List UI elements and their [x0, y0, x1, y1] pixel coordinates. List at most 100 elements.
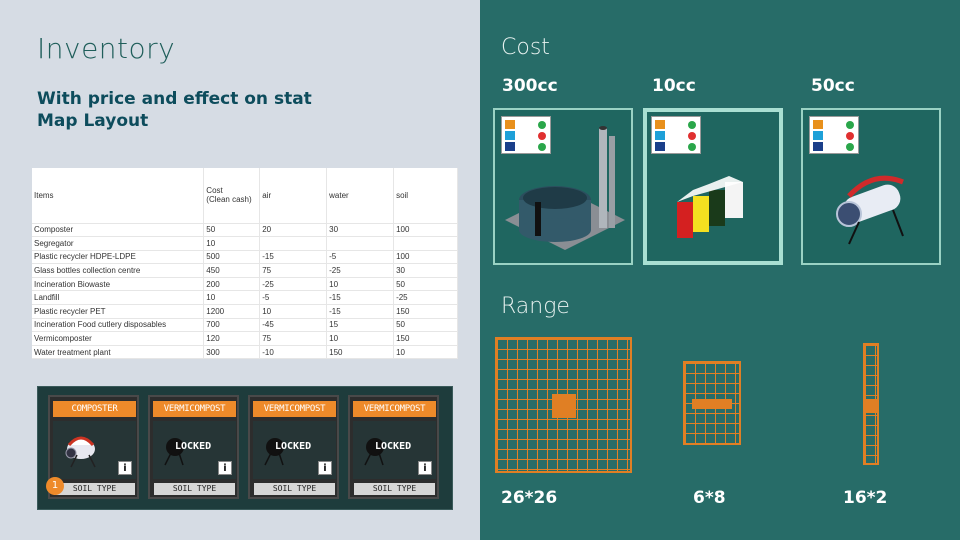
table-row: Glass bottles collection centre 450 75 -25 3…: [32, 263, 458, 278]
card-footer: SOIL TYPE: [54, 483, 135, 495]
inventory-title: Inventory: [37, 32, 176, 65]
card-vermicompost-3[interactable]: VERMICOMPOST LOCKED i SOIL TYPE: [348, 395, 439, 499]
stat-square: [813, 131, 823, 140]
locked-item-icon: [164, 438, 184, 466]
card-title: VERMICOMPOST: [353, 401, 436, 417]
inventory-subtitle: With price and effect on stat Map Layout: [37, 88, 312, 132]
table-cell: -10: [259, 345, 328, 360]
table-cell: [259, 236, 328, 251]
table-cell: [326, 236, 395, 251]
table-cell: 75: [259, 263, 328, 278]
range-label: 6*8: [693, 488, 726, 508]
range-label: 26*26: [501, 488, 558, 508]
table-cell: -25: [259, 277, 328, 292]
table-row: Plastic recycler HDPE-LDPE 500 -15 -5 100: [32, 250, 458, 265]
range-core: [692, 399, 732, 409]
table-row: Vermicomposter 120 75 10 150: [32, 331, 458, 346]
locked-label: LOCKED: [275, 441, 312, 452]
item-segregator[interactable]: [643, 108, 783, 265]
stat-dot: [846, 132, 854, 140]
stat-legend: [651, 116, 701, 154]
cost-title: Cost: [501, 35, 550, 60]
stat-square: [655, 142, 665, 151]
table-cell: Incineration Biowaste: [32, 277, 205, 292]
card-strip: COMPOSTER i SOIL TYPE 1 VERMICOMPOST: [37, 386, 453, 510]
stat-square: [655, 131, 665, 140]
stat-square: [813, 142, 823, 151]
table-cell: 10: [326, 277, 395, 292]
stat-dot: [538, 143, 546, 151]
right-panel: Cost 300cc 10cc 50cc: [480, 0, 960, 540]
info-button[interactable]: i: [218, 461, 232, 475]
card-footer: SOIL TYPE: [354, 483, 435, 495]
locked-item-icon: [264, 438, 284, 466]
header-items: Items: [32, 168, 205, 224]
table-cell: 300: [203, 345, 261, 360]
table-cell: [393, 236, 458, 251]
table-cell: -15: [326, 290, 395, 306]
card-footer: SOIL TYPE: [254, 483, 335, 495]
table-cell: 150: [326, 345, 395, 360]
table-cell: -5: [326, 250, 395, 265]
table-row: Plastic recycler PET 1200 10 -15 150: [32, 304, 458, 319]
card-composter[interactable]: COMPOSTER i SOIL TYPE 1: [46, 395, 139, 499]
card-body: LOCKED i: [153, 421, 236, 479]
card-footer: SOIL TYPE: [154, 483, 235, 495]
table-cell: 500: [203, 250, 261, 265]
table-cell: Glass bottles collection centre: [32, 263, 205, 278]
table-cell: 10: [259, 304, 328, 319]
water-treatment-plant-icon: [505, 126, 625, 250]
card-vermicompost-2[interactable]: VERMICOMPOST LOCKED i SOIL TYPE: [248, 395, 339, 499]
table-row: Incineration Food cutlery disposables 700…: [32, 318, 458, 333]
stat-square: [813, 120, 823, 129]
card-body: i: [53, 421, 136, 479]
card-vermicompost-1[interactable]: VERMICOMPOST LOCKED i SOIL TYPE: [148, 395, 239, 499]
composter-icon: [836, 175, 904, 245]
stat-dot: [538, 132, 546, 140]
range-title: Range: [501, 294, 570, 319]
card-title: VERMICOMPOST: [153, 401, 236, 417]
header-air: air: [259, 168, 328, 224]
table-cell: Segregator: [32, 236, 205, 251]
table-row: Landfill 10 -5 -15 -25: [32, 290, 458, 306]
price-label: 10cc: [652, 76, 696, 96]
table-cell: Water treatment plant: [32, 345, 205, 360]
card-body: LOCKED i: [353, 421, 436, 479]
locked-item-icon: [364, 438, 384, 466]
table-cell: 200: [203, 277, 261, 292]
table-cell: -15: [326, 304, 395, 319]
range-grid-medium: [683, 361, 741, 445]
item-water-treatment-plant[interactable]: [493, 108, 633, 265]
table-cell: 150: [393, 304, 458, 319]
stat-square: [505, 142, 515, 151]
card-title: VERMICOMPOST: [253, 401, 336, 417]
table-cell: 20: [259, 223, 328, 238]
table-row: Incineration Biowaste 200 -25 10 50: [32, 277, 458, 292]
table-cell: 10: [393, 345, 458, 360]
stat-legend: [809, 116, 859, 154]
stat-legend: [501, 116, 551, 154]
table-cell: 10: [203, 236, 261, 251]
table-cell: Vermicomposter: [32, 331, 205, 346]
info-button[interactable]: i: [118, 461, 132, 475]
price-label: 50cc: [811, 76, 855, 96]
item-composter[interactable]: [801, 108, 941, 265]
table-cell: 30: [326, 223, 395, 238]
header-water: water: [326, 168, 395, 224]
count-badge: 1: [46, 477, 64, 495]
stat-dot: [688, 143, 696, 151]
table-cell: -45: [259, 318, 328, 333]
info-button[interactable]: i: [418, 461, 432, 475]
table-cell: 15: [326, 318, 395, 333]
table-cell: 1200: [203, 304, 261, 319]
table-header-row: Items Cost (Clean cash) air water soil: [32, 168, 458, 224]
info-button[interactable]: i: [318, 461, 332, 475]
stat-square: [505, 131, 515, 140]
table-cell: 10: [203, 290, 261, 306]
table-cell: Composter: [32, 223, 205, 238]
table-cell: Plastic recycler HDPE-LDPE: [32, 250, 205, 265]
table-cell: 75: [259, 331, 328, 346]
range-core: [865, 399, 877, 413]
range-grid-narrow: [863, 343, 879, 465]
table-cell: 50: [393, 318, 458, 333]
